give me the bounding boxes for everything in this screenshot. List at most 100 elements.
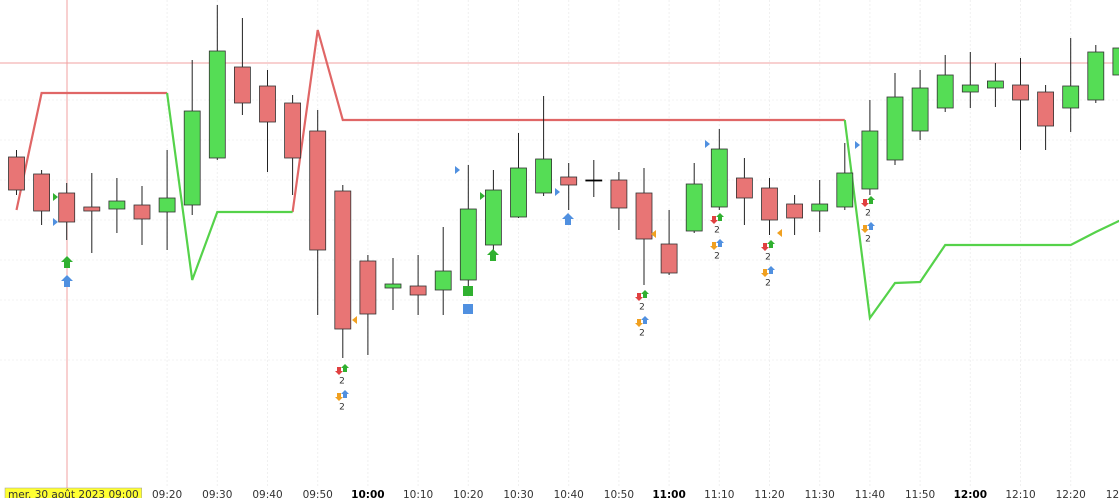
signal-arrow (341, 364, 349, 372)
candle-body (1062, 85, 1080, 109)
signal-arrow (861, 225, 869, 233)
cursor-date-background (4, 487, 142, 498)
candle-body (786, 203, 803, 219)
signal-arrow (641, 316, 649, 324)
signal-triangle (53, 218, 58, 226)
candle-body (484, 189, 502, 246)
candle-body (8, 156, 25, 191)
signal-count: 2 (639, 303, 645, 313)
signal-count: 2 (639, 329, 645, 339)
signal-triangle (555, 188, 560, 196)
signal-arrow (767, 240, 775, 248)
signal-square (463, 286, 473, 296)
x-tick-label: 12:20 (1056, 489, 1086, 498)
candle-body (133, 204, 151, 220)
candle-body (886, 96, 904, 161)
candle-body (409, 285, 427, 296)
x-tick-label: 11:40 (855, 489, 885, 498)
x-tick-label: 09:20 (152, 489, 182, 498)
candle-body (1087, 51, 1105, 101)
candle-body (535, 158, 552, 194)
x-tick-label: 11:50 (905, 489, 935, 498)
signal-count: 2 (865, 235, 871, 245)
candle-body (811, 203, 829, 212)
signal-triangle (352, 316, 357, 324)
signal-arrow (710, 216, 718, 224)
x-tick-label: 10:30 (503, 489, 533, 498)
candle-body (761, 187, 778, 221)
candle-body (309, 130, 327, 251)
x-tick-label: 11:30 (805, 489, 835, 498)
candle-body (434, 270, 452, 291)
candle-body (208, 50, 226, 159)
candle-body (33, 173, 50, 212)
x-tick-label: 10:50 (604, 489, 634, 498)
signal-count: 2 (714, 252, 720, 262)
candle-body (510, 167, 527, 218)
x-tick-label: 09:40 (252, 489, 282, 498)
candle-body (259, 85, 276, 123)
candle-body (585, 179, 603, 182)
signal-arrow (867, 196, 875, 204)
x-tick-label: 09:30 (202, 489, 232, 498)
signal-count: 2 (714, 226, 720, 236)
signal-count: 2 (765, 279, 771, 289)
candle-body (459, 208, 477, 281)
cursor-date-label: mer. 30 août 2023 09:00 (8, 489, 139, 498)
signal-arrow (641, 290, 649, 298)
signal-arrow (716, 239, 724, 247)
candle-body (284, 102, 302, 159)
x-tick-label: 10:10 (403, 489, 433, 498)
candle-body (384, 283, 402, 289)
signal-arrow (761, 269, 769, 277)
x-tick-label: 10:40 (554, 489, 584, 498)
candle-body (861, 130, 879, 190)
candle-body (233, 66, 251, 104)
candle-body (58, 192, 76, 223)
signal-triangle (705, 140, 710, 148)
candle-body (334, 190, 352, 330)
signal-arrow (487, 249, 499, 261)
candle-body (560, 176, 578, 186)
signal-arrow (716, 213, 724, 221)
signal-arrow (341, 390, 349, 398)
signal-arrow (562, 213, 574, 225)
candle-body (1012, 84, 1029, 101)
candle-body (83, 206, 101, 212)
x-tick-label: 12:00 (954, 489, 987, 498)
x-tick-label: 12:30 (1106, 489, 1119, 498)
signal-arrow (635, 293, 643, 301)
signal-arrow (867, 222, 875, 230)
signal-triangle (651, 230, 656, 238)
signal-count: 2 (865, 209, 871, 219)
signal-arrow (61, 275, 73, 287)
x-tick-label: 11:00 (652, 489, 685, 498)
x-tick-label: 09:50 (303, 489, 333, 498)
signal-arrow (335, 393, 343, 401)
candle-body (635, 192, 653, 240)
signal-arrow (767, 266, 775, 274)
signal-triangle (53, 193, 58, 201)
candle-body (961, 84, 979, 93)
signal-arrow (710, 242, 718, 250)
x-tick-label: 11:20 (754, 489, 784, 498)
candle-body (660, 243, 678, 274)
candle-body (836, 172, 854, 208)
signal-arrow (61, 256, 73, 268)
signal-triangle (455, 166, 460, 174)
candle-body (158, 197, 176, 213)
signal-count: 2 (339, 377, 345, 387)
candle-body (987, 80, 1004, 89)
signal-arrow (761, 243, 769, 251)
indicator-line (166, 92, 1119, 321)
signal-arrow (635, 319, 643, 327)
candle-body (1112, 47, 1119, 76)
x-tick-label: 11:10 (704, 489, 734, 498)
candle-body (685, 183, 703, 232)
candle-body (736, 177, 753, 199)
x-tick-label: 10:20 (453, 489, 483, 498)
